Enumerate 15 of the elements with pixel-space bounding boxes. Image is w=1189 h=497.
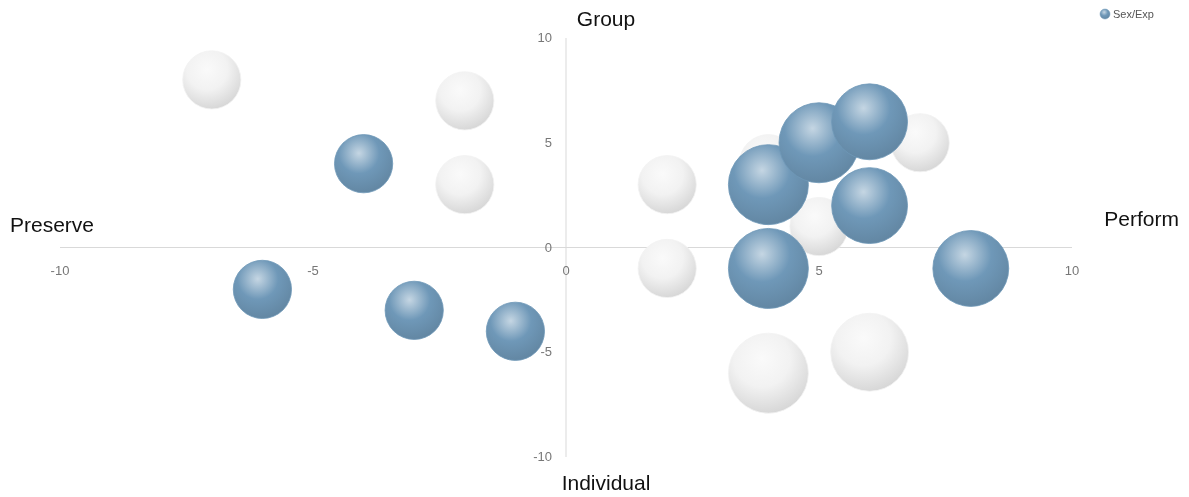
y-tick-label: 10	[537, 30, 552, 45]
text: Individual	[561, 471, 651, 494]
y-tick-label: -10	[533, 449, 552, 464]
x-tick-label: -5	[307, 262, 319, 278]
legend-label: Sex/Exp	[1113, 8, 1154, 20]
x-tick-label: 0	[562, 262, 570, 278]
x-tick-label: 10	[1064, 262, 1080, 278]
x-tick-label: 5	[815, 262, 823, 278]
annotation: Preserve	[10, 213, 95, 236]
y-tick-label: 5	[544, 134, 552, 150]
x-tick-label: -10	[50, 262, 70, 278]
y-tick-label: 0	[544, 239, 552, 255]
text: Group	[576, 7, 636, 30]
text: Perform	[1104, 207, 1179, 230]
y-tick-label: -5	[540, 344, 552, 360]
